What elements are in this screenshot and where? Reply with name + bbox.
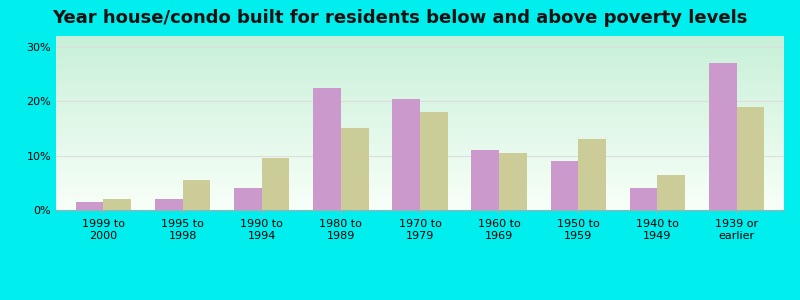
Bar [550, 161, 578, 210]
Bar [341, 128, 369, 210]
Bar [630, 188, 658, 210]
Bar [76, 202, 103, 210]
Bar [658, 175, 685, 210]
Bar [499, 153, 527, 210]
Bar [471, 150, 499, 210]
Bar [737, 107, 764, 210]
Bar [155, 199, 182, 210]
Bar [420, 112, 448, 210]
Bar [234, 188, 262, 210]
Text: Year house/condo built for residents below and above poverty levels: Year house/condo built for residents bel… [52, 9, 748, 27]
Bar [392, 98, 420, 210]
Bar [578, 139, 606, 210]
Bar [313, 88, 341, 210]
Bar [709, 63, 737, 210]
Bar [262, 158, 290, 210]
Bar [182, 180, 210, 210]
Bar [103, 199, 131, 210]
